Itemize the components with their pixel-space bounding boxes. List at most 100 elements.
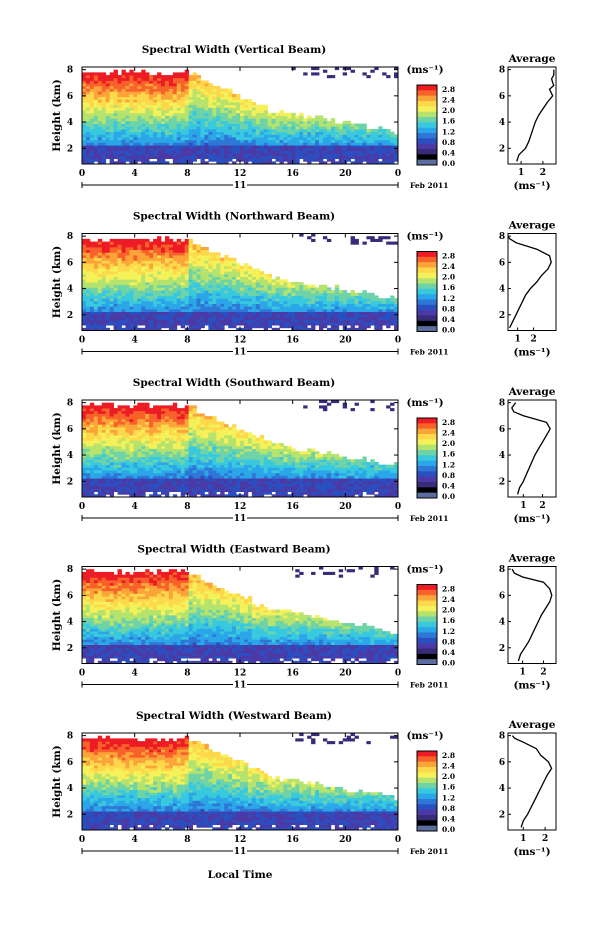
heatmap-cell (362, 128, 367, 133)
heatmap-cell (188, 137, 193, 141)
heatmap-cell (378, 322, 383, 326)
heatmap-cell (188, 314, 193, 318)
heatmap-cell (200, 314, 205, 318)
heatmap-cell (212, 252, 217, 256)
heatmap-cell (89, 443, 95, 447)
colorbar-tick-label: 0.4 (442, 148, 455, 157)
heatmap-cell (196, 246, 201, 251)
heatmap-cell (117, 75, 122, 79)
heatmap-cell (287, 314, 292, 318)
heatmap-cell (378, 150, 383, 154)
heatmap-cell (354, 145, 359, 149)
heatmap-cell (319, 142, 324, 146)
heatmap-cell (204, 249, 209, 253)
heatmap-cell (378, 126, 383, 130)
heatmap-cell (121, 246, 126, 251)
heatmap-cell (330, 120, 336, 124)
heatmap-cell (117, 472, 122, 476)
heatmap-cell (370, 306, 375, 310)
heatmap-cell (295, 311, 300, 315)
heatmap-cell (208, 319, 213, 323)
heatmap-cell (334, 311, 340, 315)
heatmap-cell (259, 308, 265, 313)
heatmap-cell (247, 99, 253, 103)
heatmap-cell (133, 104, 138, 108)
heatmap-cell (168, 410, 174, 414)
heatmap-cell (176, 102, 182, 106)
heatmap-cell (149, 93, 154, 98)
heatmap-cell (267, 158, 272, 162)
heatmap-cell (172, 464, 178, 468)
heatmap-cell (283, 298, 288, 302)
heatmap-cell (168, 246, 174, 251)
heatmap-cell (394, 300, 399, 304)
heatmap-cell (153, 265, 158, 269)
heatmap-cell (228, 308, 233, 313)
heatmap-cell (117, 150, 122, 154)
heatmap-cell (97, 445, 103, 449)
heatmap-cell (192, 93, 197, 98)
heatmap-cell (105, 257, 111, 261)
heatmap-cell (315, 118, 320, 122)
profile-x-tick-label: 1 (518, 168, 524, 178)
heatmap-cell (109, 440, 114, 444)
heatmap-cell (137, 311, 142, 315)
heatmap-cell (82, 290, 87, 294)
heatmap-cell (85, 448, 91, 452)
heatmap-cell (188, 317, 193, 321)
heatmap-cell (247, 298, 253, 302)
heatmap-cell (247, 284, 253, 288)
heatmap-cell (105, 421, 111, 425)
heatmap-cell (105, 110, 111, 114)
heatmap-cell (247, 317, 253, 321)
heatmap-cell (204, 155, 209, 160)
heatmap-cell (168, 464, 174, 468)
heatmap-cell (319, 120, 324, 124)
heatmap-cell (164, 408, 170, 412)
heatmap-cell (342, 120, 348, 124)
heatmap-cell (212, 292, 217, 296)
heatmap-cell (228, 147, 233, 151)
heatmap-cell (287, 145, 292, 149)
heatmap-cell (137, 284, 142, 288)
heatmap-cell (164, 314, 170, 318)
heatmap-cell (243, 118, 249, 122)
heatmap-cell (374, 153, 379, 157)
heatmap-cell (101, 137, 107, 141)
heatmap-cell (263, 295, 269, 299)
heatmap-cell (109, 413, 114, 417)
heatmap-cell (149, 83, 154, 87)
heatmap-cell (330, 317, 336, 321)
heatmap-cell (157, 470, 162, 474)
heatmap-cell (208, 85, 213, 89)
heatmap-cell (133, 488, 138, 493)
heatmap-cell (184, 273, 190, 278)
heatmap-cell (82, 91, 87, 95)
heatmap-cell (161, 265, 166, 269)
heatmap-cell (117, 451, 122, 455)
heatmap-cell (125, 139, 130, 143)
heatmap-cell (382, 134, 387, 138)
heatmap-cell (243, 120, 249, 124)
heatmap-cell (153, 88, 158, 92)
heatmap-cell (129, 246, 134, 251)
heatmap-cell (133, 311, 138, 315)
heatmap-cell (172, 107, 178, 111)
heatmap-cell (180, 99, 186, 103)
heatmap-cell (85, 265, 91, 269)
heatmap-cell (267, 325, 272, 329)
heatmap-cell (307, 147, 312, 151)
heatmap-cell (137, 459, 142, 463)
heatmap-cell (180, 470, 186, 474)
heatmap-cell (232, 147, 237, 151)
heatmap-cell (89, 263, 95, 267)
heatmap-cell (149, 150, 154, 154)
heatmap-cell (176, 75, 182, 79)
heatmap-cell (105, 418, 111, 422)
colorbar-tick-label: 1.6 (442, 117, 455, 126)
heatmap-cell (232, 290, 237, 294)
heatmap-cell (164, 110, 170, 114)
heatmap-cell (168, 325, 174, 329)
heatmap-cell (172, 271, 178, 275)
heatmap-cell (137, 491, 142, 495)
